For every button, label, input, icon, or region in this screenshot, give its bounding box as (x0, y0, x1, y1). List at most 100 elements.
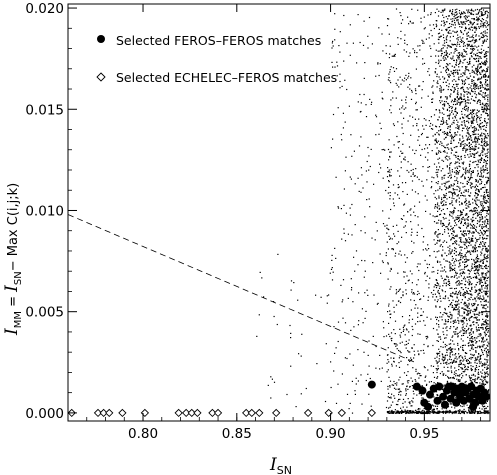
background-point (455, 151, 457, 153)
background-point (446, 363, 448, 365)
background-point (475, 242, 477, 244)
background-point (467, 314, 469, 316)
background-point (473, 260, 475, 262)
background-point (436, 371, 438, 374)
background-point (451, 110, 453, 112)
background-point (473, 161, 475, 163)
background-point (401, 341, 403, 343)
background-point (358, 320, 360, 322)
background-point (405, 410, 407, 412)
background-point (474, 133, 476, 135)
background-point (459, 69, 461, 71)
background-point (473, 147, 475, 149)
background-point (457, 73, 459, 75)
background-point (458, 99, 460, 101)
background-point (413, 357, 415, 359)
background-point (475, 268, 477, 271)
background-point (485, 166, 487, 168)
background-point (474, 39, 476, 42)
background-point (425, 119, 427, 121)
background-point (470, 109, 472, 111)
background-point (476, 70, 478, 72)
background-point (422, 58, 424, 60)
background-point (443, 104, 446, 106)
background-point (476, 8, 479, 11)
background-point (404, 156, 406, 158)
background-point (400, 112, 402, 114)
background-point (348, 105, 350, 107)
background-point (462, 116, 464, 118)
background-point (436, 356, 438, 358)
background-point (451, 411, 453, 413)
background-point (439, 150, 441, 152)
background-point (414, 215, 416, 217)
background-point (433, 163, 436, 165)
background-point (471, 111, 473, 114)
background-point (471, 36, 473, 38)
background-point (387, 192, 389, 194)
background-point (452, 69, 455, 71)
background-point (478, 289, 480, 291)
background-point (466, 139, 468, 141)
background-point (460, 214, 462, 216)
background-point (484, 253, 486, 255)
background-point (435, 256, 437, 258)
background-point (441, 183, 443, 185)
background-point (488, 75, 490, 77)
background-point (475, 85, 477, 88)
background-point (454, 9, 456, 11)
background-point (474, 27, 476, 29)
background-point (486, 371, 488, 373)
background-point (361, 259, 363, 262)
background-point (485, 273, 487, 275)
background-point (485, 407, 487, 409)
background-point (339, 80, 341, 83)
background-point (477, 13, 479, 15)
background-point (460, 292, 462, 294)
background-point (462, 143, 464, 146)
background-point (481, 276, 484, 278)
background-point (467, 329, 469, 331)
background-point (485, 112, 487, 114)
background-point (442, 249, 444, 251)
background-point (480, 158, 482, 160)
background-point (411, 240, 413, 242)
background-point (472, 120, 474, 122)
background-point (481, 249, 483, 251)
background-point (464, 352, 466, 354)
background-point (473, 21, 475, 24)
background-point (437, 239, 439, 242)
background-point (369, 377, 371, 380)
background-point (402, 152, 404, 154)
background-point (439, 65, 441, 67)
background-point (345, 212, 347, 214)
background-point (454, 293, 456, 295)
background-point (405, 293, 407, 295)
background-point (471, 381, 473, 383)
background-point (444, 213, 446, 215)
background-point (474, 308, 477, 311)
background-point (472, 303, 475, 305)
background-point (475, 266, 477, 268)
background-point (400, 218, 402, 220)
background-point (487, 290, 489, 292)
background-point (474, 209, 476, 211)
background-point (370, 148, 372, 150)
background-point (316, 363, 318, 365)
background-point (454, 260, 456, 262)
background-point (428, 248, 430, 250)
background-point (477, 412, 479, 414)
background-point (486, 183, 488, 185)
background-point (485, 176, 487, 178)
background-point (487, 359, 489, 361)
background-point (448, 316, 451, 318)
background-point (463, 195, 465, 197)
background-point (483, 383, 485, 385)
background-point (451, 268, 453, 270)
background-point (368, 340, 370, 342)
background-point (429, 125, 431, 127)
background-point (468, 362, 470, 364)
background-point (487, 381, 489, 383)
background-point (404, 409, 406, 411)
background-point (336, 65, 339, 67)
